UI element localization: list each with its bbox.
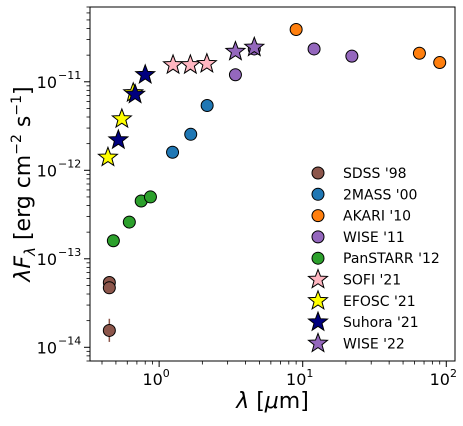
legend-label: SDSS '98 — [343, 166, 407, 182]
data-point — [124, 82, 146, 104]
data-point — [433, 56, 447, 70]
x-tick-label: 100 — [142, 367, 169, 389]
data-point — [228, 68, 242, 82]
y-axis-title: λFλ [erg cm−2 s−1] — [9, 86, 39, 282]
data-point — [134, 63, 157, 85]
legend-marker — [307, 289, 329, 311]
data-point — [106, 234, 120, 248]
legend-label: SOFI '21 — [343, 273, 401, 289]
y-axis-title-exp1: −2 — [9, 134, 25, 155]
x-tick-exponent: 1 — [306, 367, 313, 380]
data-point — [345, 49, 359, 63]
x-tick-exponent: 0 — [163, 367, 170, 380]
legend-marker — [307, 310, 329, 332]
x-tick-label: 101 — [286, 367, 313, 389]
data-point — [107, 128, 130, 150]
x-axis-title-end: m] — [279, 389, 309, 414]
y-tick-label: 10 — [37, 161, 57, 180]
data-point — [102, 281, 116, 295]
legend-marker — [311, 187, 325, 201]
data-point — [162, 53, 184, 75]
data-point — [195, 52, 218, 73]
data-point — [166, 145, 180, 159]
legend-label: Suhora '21 — [343, 315, 419, 331]
legend-marker — [307, 331, 329, 353]
data-point — [307, 42, 321, 56]
y-axis-title-lambda: λF — [11, 256, 36, 283]
x-tick-exponent: 2 — [450, 367, 457, 380]
data-point — [224, 40, 247, 61]
y-tick-exponent: −13 — [58, 246, 81, 259]
data-point — [179, 53, 202, 75]
data-point — [200, 98, 214, 112]
data-point — [243, 35, 266, 57]
y-axis-title-exp2: −1 — [9, 95, 25, 116]
y-axis-title-unit: [erg cm — [11, 155, 36, 247]
x-axis-title-unit: [ — [249, 389, 265, 414]
data-point — [102, 323, 116, 337]
y-tick-label: 10 — [37, 73, 57, 92]
data-point — [143, 190, 157, 204]
data-point — [97, 145, 119, 167]
y-tick-exponent: −12 — [58, 157, 81, 170]
x-axis-title-symbol: λ — [235, 389, 249, 414]
y-tick-exponent: −14 — [58, 334, 81, 347]
y-axis-title-end: ] — [11, 86, 36, 95]
y-axis-title-subscript: λ — [21, 247, 39, 257]
x-tick-label: 102 — [430, 367, 457, 389]
y-axis-title-unit2: s — [11, 116, 36, 134]
legend-marker — [311, 251, 325, 265]
x-axis-title: λ [μm] — [235, 389, 309, 414]
data-point — [122, 215, 136, 229]
legend-marker — [311, 166, 325, 180]
data-point — [412, 46, 426, 60]
legend-label: PanSTARR '12 — [343, 251, 440, 267]
y-tick-label: 10 — [37, 250, 57, 269]
legend-label: WISE '11 — [343, 230, 405, 246]
legend-marker — [311, 209, 325, 223]
x-axis-title-mu: μ — [264, 389, 279, 414]
data-point — [110, 107, 133, 129]
legend-label: WISE '22 — [343, 336, 405, 352]
legend-marker — [311, 230, 325, 244]
data-point — [184, 127, 198, 141]
data-point — [289, 22, 303, 36]
legend-label: 2MASS '00 — [343, 187, 417, 203]
y-tick-label: 10 — [37, 338, 57, 357]
legend-label: EFOSC '21 — [343, 294, 416, 310]
legend-marker — [307, 268, 329, 289]
legend-label: AKARI '10 — [343, 209, 411, 225]
y-tick-exponent: −11 — [58, 69, 81, 82]
